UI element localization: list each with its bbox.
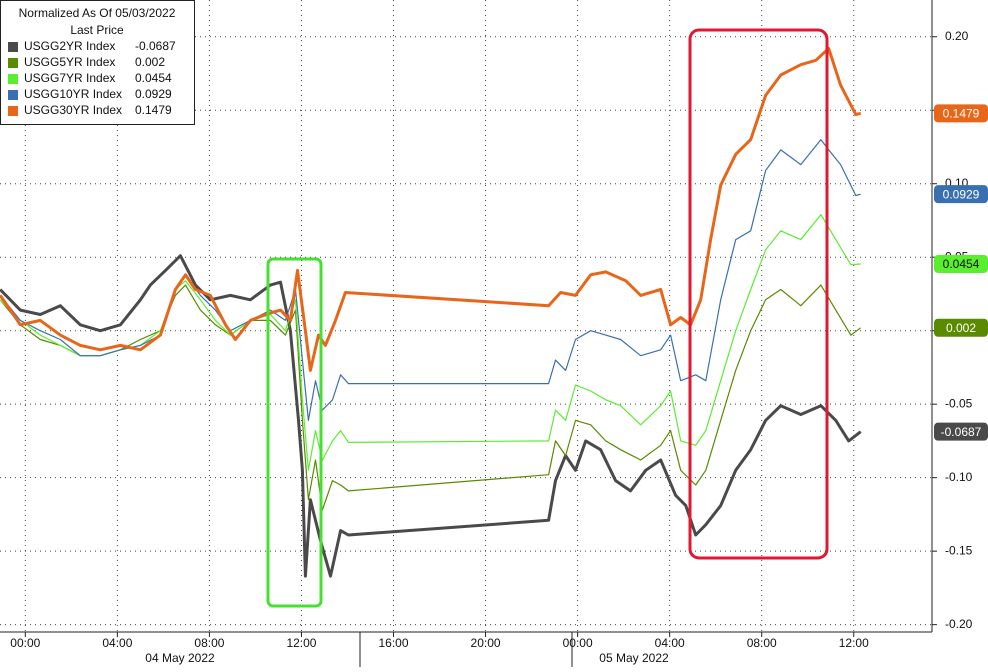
x-tick-label: 20:00 — [471, 636, 501, 650]
day-label: 05 May 2022 — [599, 651, 669, 665]
x-tick-label: 08:00 — [194, 636, 224, 650]
legend-title: Normalized As Of 05/03/2022 — [19, 6, 176, 20]
highlight-box — [266, 257, 323, 608]
last-price-tag — [934, 104, 988, 123]
legend: Normalized As Of 05/03/2022 Last Price U… — [0, 0, 195, 125]
legend-value: 0.1479 — [135, 103, 172, 117]
y-tick-label: -0.15 — [945, 543, 973, 557]
legend-swatch — [8, 42, 18, 52]
legend-box — [0, 0, 195, 125]
axis-labels: -0.20-0.15-0.10-0.050.000.050.100.150.20… — [10, 29, 972, 650]
x-tick-label: 04:00 — [655, 636, 685, 650]
series-line — [0, 284, 862, 511]
grid — [0, 0, 932, 632]
highlight-box — [688, 28, 829, 560]
x-tick-label: 08:00 — [747, 636, 777, 650]
legend-value: 0.0929 — [135, 87, 172, 101]
legend-swatch — [8, 106, 18, 116]
y-tick-label: -0.05 — [945, 396, 973, 410]
last-price-tag — [934, 254, 988, 273]
last-price-tags: -0.0687 0.002 0.0454 0.0929 0.1479 — [934, 104, 988, 441]
last-price-tag — [934, 318, 988, 337]
day-label: 04 May 2022 — [145, 651, 215, 665]
x-tick-label: 12:00 — [286, 636, 316, 650]
last-price-label: -0.0687 — [941, 425, 982, 439]
x-tick-label: 16:00 — [378, 636, 408, 650]
legend-value: 0.002 — [135, 55, 165, 69]
legend-label: USGG7YR Index — [24, 71, 115, 85]
last-price-label: 0.002 — [946, 321, 976, 335]
x-tick-label: 00:00 — [10, 636, 40, 650]
last-price-label: 0.0929 — [943, 187, 980, 201]
y-tick-label: -0.10 — [945, 470, 973, 484]
legend-swatch — [8, 58, 18, 68]
last-price-tag — [934, 422, 988, 441]
legend-label: USGG10YR Index — [24, 87, 122, 101]
x-tick-label: 00:00 — [563, 636, 593, 650]
legend-label: USGG2YR Index — [24, 39, 115, 53]
legend-swatch — [8, 74, 18, 84]
x-tick-label: 12:00 — [839, 636, 869, 650]
last-price-label: 0.1479 — [943, 106, 980, 120]
series-line — [0, 47, 862, 372]
legend-value: 0.0454 — [135, 71, 172, 85]
series-line — [0, 214, 861, 471]
x-tick-label: 04:00 — [102, 636, 132, 650]
y-tick-label: -0.20 — [945, 617, 973, 631]
last-price-label: 0.0454 — [943, 257, 980, 271]
legend-label: USGG5YR Index — [24, 55, 115, 69]
legend-swatch — [8, 90, 18, 100]
y-tick-label: 0.20 — [945, 29, 969, 43]
last-price-tag — [934, 185, 988, 204]
legend-subtitle: Last Price — [70, 23, 124, 37]
series-line — [0, 254, 862, 578]
legend-value: -0.0687 — [135, 39, 176, 53]
lines — [0, 47, 862, 578]
legend-label: USGG30YR Index — [24, 103, 122, 117]
